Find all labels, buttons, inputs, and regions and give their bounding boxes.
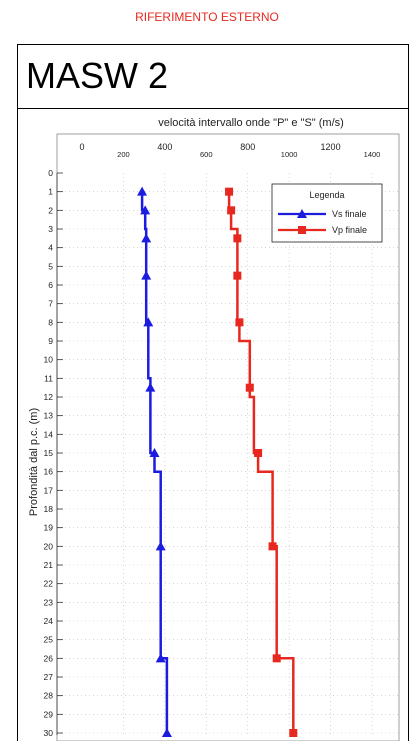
- y-axis-title: Profondità dal p.c. (m): [28, 408, 40, 516]
- y-tick-label: 20: [44, 541, 54, 551]
- y-tick-label: 6: [48, 280, 53, 290]
- y-tick-label: 16: [44, 467, 54, 477]
- y-tick-label: 17: [44, 485, 54, 495]
- y-tick-label: 24: [44, 616, 54, 626]
- y-tick-label: 13: [44, 411, 54, 421]
- x-tick-label: 800: [240, 142, 255, 152]
- data-point: [155, 653, 166, 663]
- chart-frame: [17, 44, 409, 741]
- data-point: [268, 542, 277, 551]
- series-layer: [137, 186, 298, 737]
- legend-label: Vs finale: [332, 209, 367, 219]
- y-tick-label: 25: [44, 635, 54, 645]
- y-tick-label: 28: [44, 691, 54, 701]
- data-point: [233, 271, 242, 280]
- main-title: MASW 2: [26, 55, 169, 96]
- x-tick-label: 1400: [364, 150, 381, 159]
- data-point: [225, 187, 234, 196]
- x-tick-label: 600: [200, 150, 213, 159]
- x-tick-label: 400: [157, 142, 172, 152]
- data-point: [149, 448, 160, 457]
- y-tick-label: 29: [44, 709, 54, 719]
- y-tick-label: 18: [44, 504, 54, 514]
- data-point: [143, 317, 154, 327]
- legend: Legenda Vs finale Vp finale: [271, 183, 383, 243]
- x-ticks: 0 200 400 600 800 1000 1200 1400: [79, 142, 380, 159]
- x-tick-label: 0: [79, 142, 84, 152]
- y-tick-label: 8: [48, 317, 53, 327]
- x-axis-title: velocità intervallo onde "P" e "S" (m/s): [158, 117, 344, 129]
- data-point: [235, 318, 244, 327]
- series-vp-finale: [225, 187, 298, 737]
- data-point: [155, 541, 166, 551]
- series-line: [140, 191, 169, 733]
- data-point: [289, 729, 298, 737]
- data-point: [141, 233, 152, 243]
- y-tick-label: 30: [44, 728, 54, 738]
- x-tick-label: 200: [117, 150, 130, 159]
- y-tick-label: 21: [44, 560, 54, 570]
- y-tick-label: 27: [44, 672, 54, 682]
- data-point: [254, 449, 263, 457]
- legend-marker: [298, 226, 306, 234]
- data-point: [161, 728, 172, 737]
- y-tick-label: 5: [48, 261, 53, 271]
- y-tick-label: 19: [44, 523, 54, 533]
- data-point: [137, 186, 148, 196]
- y-tick-label: 4: [48, 243, 53, 253]
- y-tick-label: 10: [44, 355, 54, 365]
- x-tick-label: 1200: [321, 142, 341, 152]
- y-tick-label: 12: [44, 392, 54, 402]
- y-tick-label: 3: [48, 224, 53, 234]
- data-point: [272, 654, 281, 663]
- header-label: RIFERIMENTO ESTERNO: [135, 10, 279, 24]
- y-tick-label: 14: [44, 429, 54, 439]
- y-ticks: 0123456789101112131415161718192021222324…: [44, 168, 54, 738]
- y-tick-label: 0: [48, 168, 53, 178]
- data-point: [233, 234, 242, 243]
- x-tick-label: 1000: [281, 150, 298, 159]
- y-tick-label: 9: [48, 336, 53, 346]
- legend-label: Vp finale: [332, 225, 367, 235]
- grid: [57, 173, 399, 735]
- data-point: [145, 382, 156, 392]
- data-point: [140, 205, 151, 215]
- y-tick-label: 1: [48, 187, 53, 197]
- axes: [56, 133, 400, 741]
- y-tick-label: 26: [44, 653, 54, 663]
- data-point: [245, 383, 254, 392]
- y-tick-label: 2: [48, 205, 53, 215]
- legend-title: Legenda: [309, 190, 344, 200]
- y-tick-label: 7: [48, 299, 53, 309]
- y-tick-label: 11: [44, 373, 53, 383]
- y-tick-label: 15: [44, 448, 54, 458]
- data-point: [227, 206, 236, 215]
- y-tick-label: 23: [44, 597, 54, 607]
- data-point: [141, 270, 152, 280]
- y-tick-label: 22: [44, 579, 54, 589]
- legend-marker: [297, 209, 307, 218]
- series-vs-finale: [137, 186, 172, 737]
- title-divider: [17, 108, 409, 109]
